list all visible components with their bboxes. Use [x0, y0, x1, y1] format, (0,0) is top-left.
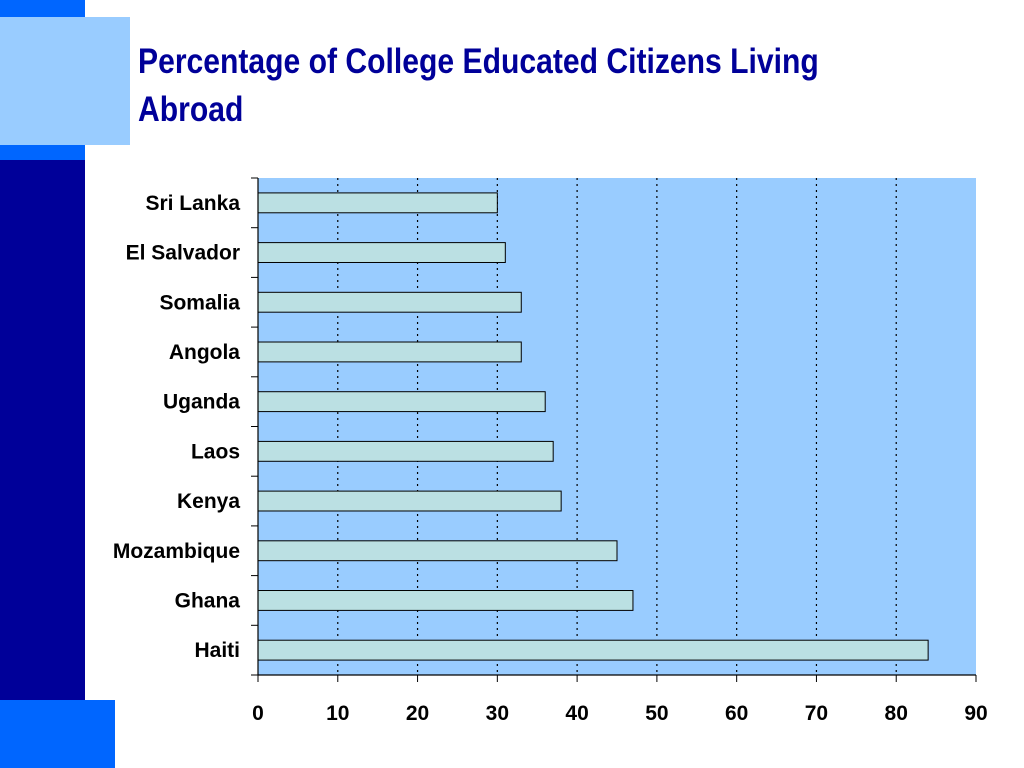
category-label: Uganda: [163, 391, 240, 414]
x-tick-label: 70: [805, 702, 828, 725]
x-tick-label: 60: [725, 702, 748, 725]
x-tick-label: 10: [326, 702, 349, 725]
x-tick-label: 40: [565, 702, 588, 725]
slide-title: Percentage of College Educated Citizens …: [138, 42, 819, 129]
bar: [257, 590, 634, 611]
bar: [257, 391, 546, 413]
x-tick-label: 80: [885, 702, 908, 725]
bar: [257, 639, 929, 661]
bar: [257, 440, 554, 462]
x-tick-label: 0: [252, 702, 264, 725]
x-tick-label: 50: [645, 702, 668, 725]
category-label: Kenya: [177, 490, 240, 513]
bar: [257, 242, 506, 263]
category-label: Laos: [191, 440, 240, 463]
x-tick-label: 90: [964, 702, 987, 725]
category-label: Haiti: [194, 639, 240, 662]
bar: [257, 192, 498, 214]
x-tick-label: 30: [486, 702, 509, 725]
decor-bottom-blue-block: [0, 700, 115, 768]
category-label: Angola: [169, 341, 240, 364]
decor-navy-stripe: [0, 160, 85, 700]
bar: [257, 540, 618, 562]
bar: [257, 341, 522, 363]
bar: [257, 291, 522, 313]
category-label: El Salvador: [126, 242, 240, 265]
x-tick-label: 20: [406, 702, 429, 725]
category-label: Mozambique: [113, 540, 240, 563]
decor-light-blue-square: [0, 17, 130, 145]
category-label: Sri Lanka: [145, 192, 240, 215]
category-label: Somalia: [159, 291, 240, 314]
bar: [257, 490, 562, 512]
category-label: Ghana: [175, 589, 241, 612]
